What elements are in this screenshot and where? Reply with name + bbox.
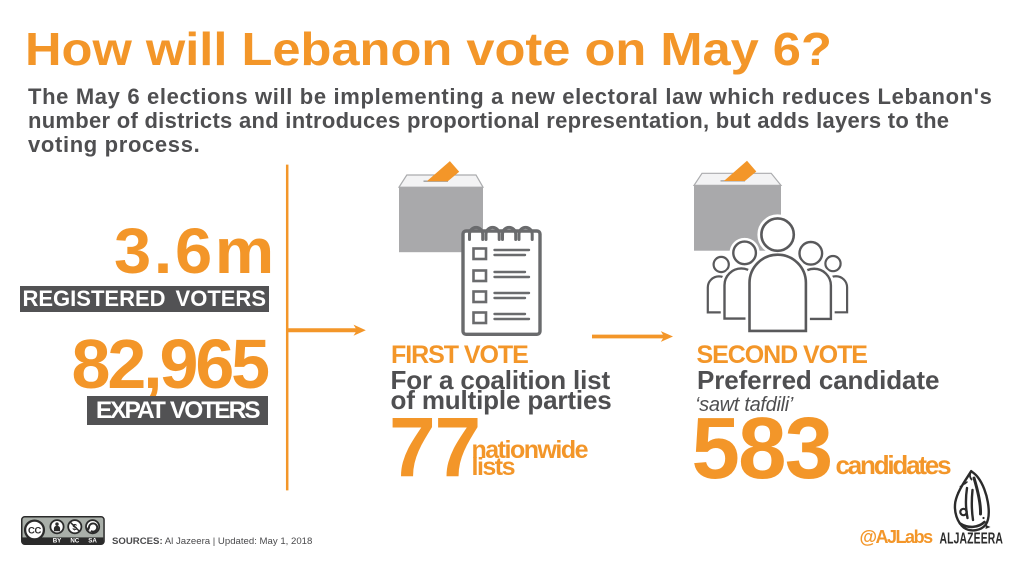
svg-text:ALJAZEERA: ALJAZEERA xyxy=(940,529,1004,547)
svg-text:BY: BY xyxy=(53,538,62,545)
svg-text:SA: SA xyxy=(88,538,97,545)
svg-text:NC: NC xyxy=(70,538,79,545)
svg-text:CC: CC xyxy=(28,525,41,536)
